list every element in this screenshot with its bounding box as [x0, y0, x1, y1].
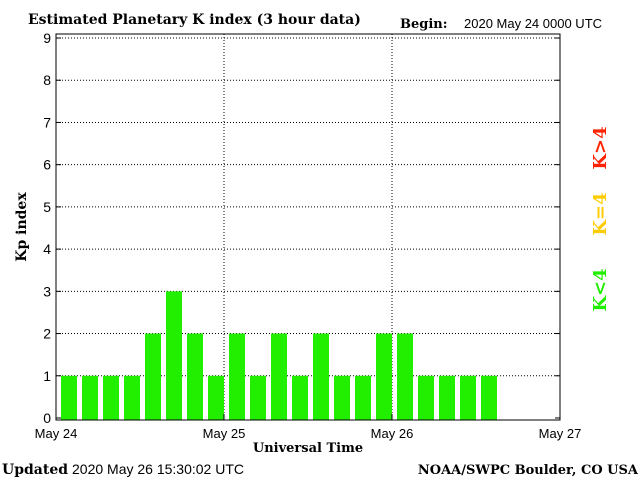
- bar-series: [61, 291, 497, 420]
- x-tick-label: May 25: [203, 426, 246, 441]
- y-tick-label: 9: [43, 30, 51, 46]
- kp-bar: [124, 375, 140, 420]
- kp-bar: [313, 333, 329, 420]
- kp-bar: [376, 333, 392, 420]
- kp-bar: [208, 375, 224, 420]
- grid-lines: [56, 34, 560, 420]
- begin-value: 2020 May 24 0000 UTC: [464, 16, 602, 31]
- y-tick-label: 6: [43, 157, 51, 173]
- kp-bar: [460, 375, 476, 420]
- kp-bar: [61, 375, 77, 420]
- x-tick-label: May 24: [35, 426, 78, 441]
- kp-bar: [418, 375, 434, 420]
- x-tick-label: May 26: [371, 426, 414, 441]
- legend-mid: K=4: [590, 192, 611, 235]
- kp-bar: [439, 375, 455, 420]
- y-tick-label: 0: [43, 410, 51, 426]
- kp-bar: [481, 375, 497, 420]
- kp-bar: [82, 375, 98, 420]
- kp-bar: [166, 291, 182, 420]
- kp-bar: [355, 375, 371, 420]
- x-axis-label: Universal Time: [253, 441, 363, 456]
- begin-label: Begin:: [400, 17, 448, 32]
- kp-bar: [145, 333, 161, 420]
- kp-bar: [271, 333, 287, 420]
- y-tick-label: 1: [43, 368, 51, 384]
- updated-label: Updated: [2, 462, 68, 478]
- y-tick-label: 5: [43, 199, 51, 215]
- y-tick-label: 4: [43, 241, 51, 257]
- plot-frame: [55, 33, 561, 421]
- chart-title: Estimated Planetary K index (3 hour data…: [28, 12, 361, 28]
- y-tick-label: 7: [43, 114, 51, 130]
- kp-bar: [334, 375, 350, 420]
- legend-high: K>4: [590, 126, 611, 169]
- legend-low: K<4: [590, 268, 611, 311]
- kp-bar: [250, 375, 266, 420]
- y-axis-label: Kp index: [14, 192, 30, 262]
- kp-bar: [229, 333, 245, 420]
- y-tick-label: 8: [43, 72, 51, 88]
- kp-bar: [187, 333, 203, 420]
- kp-bar: [397, 333, 413, 420]
- y-axis-ticks: 0 1 2 3 4 5 6 7 8 9: [43, 30, 560, 426]
- y-tick-label: 2: [43, 326, 51, 342]
- kp-bar: [292, 375, 308, 420]
- x-axis-ticks: May 24 May 25 May 26 May 27: [35, 414, 582, 441]
- kp-bar: [103, 375, 119, 420]
- y-tick-label: 3: [43, 283, 51, 299]
- x-tick-label: May 27: [539, 426, 582, 441]
- credit-text: NOAA/SWPC Boulder, CO USA: [418, 463, 639, 478]
- updated-value: 2020 May 26 15:30:02 UTC: [72, 461, 244, 477]
